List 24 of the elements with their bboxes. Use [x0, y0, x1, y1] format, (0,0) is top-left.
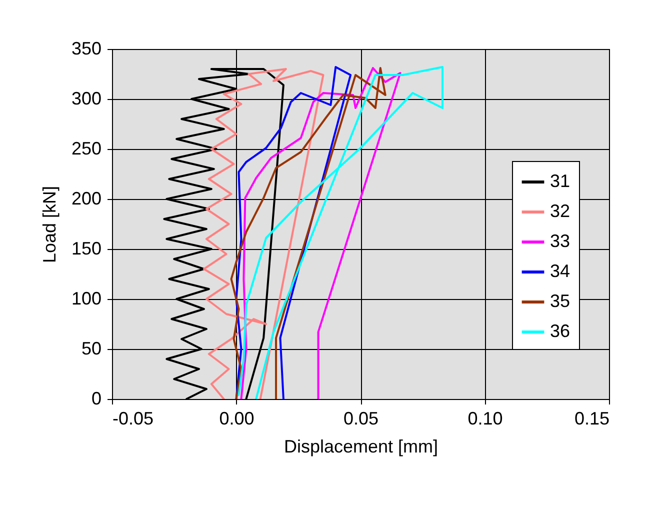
x-tick-label: 0.10 — [468, 408, 503, 428]
y-tick-label: 100 — [71, 288, 102, 308]
x-tick-label: 0.05 — [343, 408, 379, 428]
y-tick-label: 150 — [71, 238, 102, 258]
y-tick-label: 0 — [91, 388, 102, 408]
line-series — [238, 66, 444, 399]
y-tick-label: 200 — [71, 188, 102, 208]
y-tick-label: 350 — [71, 38, 102, 58]
y-tick-label: 300 — [71, 88, 102, 108]
x-axis-title: Displacement [mm] — [284, 436, 438, 456]
x-tick-label: -0.05 — [112, 408, 154, 428]
y-axis-title: Load [kN] — [39, 186, 60, 264]
line-series — [235, 66, 352, 399]
y-tick-label: 250 — [71, 138, 102, 158]
legend-label: 33 — [550, 231, 570, 251]
legend-label: 31 — [550, 171, 570, 191]
legend-label: 36 — [550, 321, 570, 341]
line-series — [202, 68, 324, 399]
legend-label: 34 — [550, 261, 570, 281]
y-tick-label: 50 — [81, 338, 102, 358]
x-tick-label: 0.00 — [219, 408, 254, 428]
legend-label: 32 — [550, 201, 570, 221]
legend-label: 35 — [550, 291, 570, 311]
x-tick-label: 0.15 — [574, 408, 610, 428]
